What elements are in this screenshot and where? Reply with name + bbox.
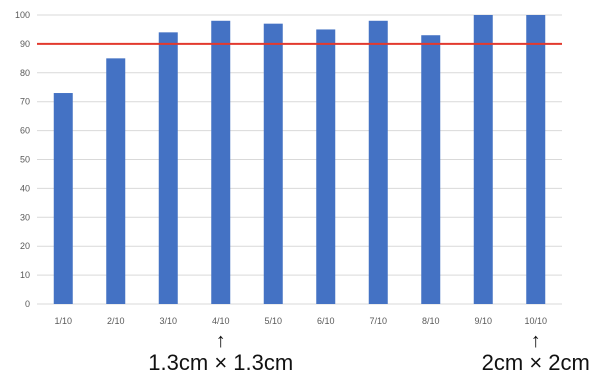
y-axis-tick-labels: 0 10 20 30 40 50 60 70 80 90 100 <box>15 10 30 309</box>
bar-10-10 <box>526 15 546 304</box>
bars <box>53 15 546 305</box>
x-tick-label-1-10: 1/10 <box>54 316 72 326</box>
x-tick-label-10-10: 10/10 <box>524 316 547 326</box>
y-tick-label-10: 10 <box>20 270 30 280</box>
y-tick-label-20: 20 <box>20 241 30 251</box>
y-tick-label-30: 30 <box>20 212 30 222</box>
x-tick-label-3-10: 3/10 <box>159 316 177 326</box>
bar-2-10 <box>106 58 126 304</box>
y-tick-label-50: 50 <box>20 155 30 165</box>
up-arrow-icon: ↑ <box>530 330 541 352</box>
y-tick-label-100: 100 <box>15 10 30 20</box>
y-tick-label-0: 0 <box>25 299 30 309</box>
bar-1-10 <box>53 93 73 304</box>
x-axis-tick-labels: 1/10 2/10 3/10 4/10 5/10 6/10 7/10 8/10 9/10 10/1… <box>54 316 547 326</box>
annotation-4-10: ↑ 1.3cm × 1.3cm <box>148 331 293 375</box>
x-tick-label-8-10: 8/10 <box>422 316 440 326</box>
bar-4-10 <box>211 20 231 305</box>
annotation-label: 1.3cm × 1.3cm <box>148 350 294 375</box>
bar-6-10 <box>316 29 336 304</box>
bar-3-10 <box>158 32 178 305</box>
x-tick-label-2-10: 2/10 <box>107 316 125 326</box>
y-tick-label-40: 40 <box>20 183 30 193</box>
y-tick-label-60: 60 <box>20 126 30 136</box>
y-tick-label-90: 90 <box>20 39 30 49</box>
annotation-10-10: ↑ 2cm × 2cm <box>482 331 590 375</box>
bar-7-10 <box>368 20 388 305</box>
x-tick-label-9-10: 9/10 <box>474 316 492 326</box>
up-arrow-icon: ↑ <box>215 330 226 352</box>
x-tick-label-5-10: 5/10 <box>264 316 282 326</box>
x-tick-label-7-10: 7/10 <box>369 316 387 326</box>
annotation-label: 2cm × 2cm <box>481 350 590 375</box>
x-tick-label-6-10: 6/10 <box>317 316 335 326</box>
bar-5-10 <box>263 23 283 304</box>
x-tick-label-4-10: 4/10 <box>212 316 230 326</box>
bar-9-10 <box>473 15 493 304</box>
bar-8-10 <box>421 35 441 304</box>
y-tick-label-80: 80 <box>20 68 30 78</box>
y-tick-label-70: 70 <box>20 97 30 107</box>
